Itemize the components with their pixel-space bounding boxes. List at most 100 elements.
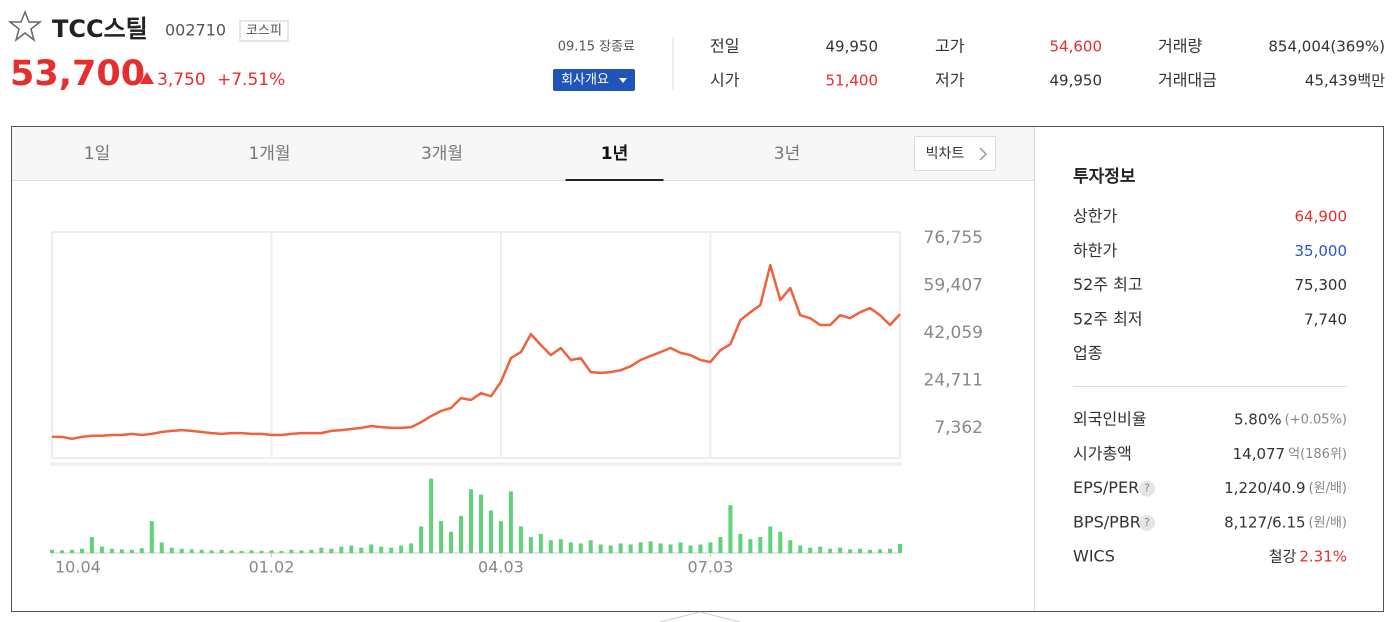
market-badge bbox=[239, 20, 289, 42]
volume-bar bbox=[79, 548, 84, 553]
tab[interactable]: 1년 bbox=[601, 144, 628, 164]
help-icon[interactable] bbox=[1139, 480, 1155, 497]
info-label: 상한가 bbox=[1073, 207, 1117, 226]
volume-bar bbox=[399, 545, 404, 553]
volume-bar bbox=[808, 547, 813, 553]
volume-bar bbox=[209, 550, 214, 553]
quote-value: 49,950 bbox=[1050, 72, 1103, 90]
y-tick-label: 42,059 bbox=[924, 323, 983, 343]
volume-bar bbox=[469, 489, 474, 553]
help-icon[interactable] bbox=[1139, 514, 1155, 531]
volume-bar bbox=[768, 526, 773, 553]
big-chart-label[interactable]: 빅차트 bbox=[926, 146, 965, 162]
price-change-pct: +7.51% bbox=[217, 70, 285, 90]
volume-bar bbox=[578, 543, 583, 553]
volume-bar bbox=[169, 547, 174, 553]
volume-bar bbox=[69, 549, 74, 553]
volume-bar bbox=[369, 544, 374, 553]
volume-bar bbox=[179, 548, 184, 553]
tab[interactable]: 1개월 bbox=[248, 144, 290, 164]
volume-bar bbox=[778, 531, 783, 553]
favorite-star[interactable] bbox=[7, 9, 43, 42]
info-value: 1,220/40.9 bbox=[1224, 479, 1305, 497]
volume-bar bbox=[558, 539, 563, 553]
info-label: 업종 bbox=[1073, 344, 1102, 363]
volume-bar bbox=[449, 531, 454, 553]
plot-frame bbox=[51, 231, 901, 459]
info-note: 억(186위) bbox=[1288, 447, 1347, 462]
volume-bar bbox=[748, 539, 753, 553]
stock-name: TCC스틸 bbox=[52, 15, 148, 43]
volume-bar bbox=[548, 540, 553, 553]
volume-bar bbox=[678, 542, 683, 553]
quote-value: 854,004(369%) bbox=[1268, 38, 1385, 56]
volume-bar bbox=[429, 478, 434, 553]
tabs: 1일 1개월 3개월 1년 3년 bbox=[84, 144, 800, 181]
volume-bar bbox=[249, 550, 254, 553]
current-price: 53,700 bbox=[10, 54, 145, 94]
help-mark: ? bbox=[1144, 482, 1150, 495]
volume-bar bbox=[738, 533, 743, 553]
volume-bar bbox=[848, 549, 853, 553]
volume-bar bbox=[508, 491, 513, 553]
volume-bar bbox=[568, 542, 573, 553]
quote-value: 51,400 bbox=[826, 72, 879, 90]
volume-bar bbox=[648, 541, 653, 553]
info-label: EPS/PER bbox=[1073, 478, 1139, 497]
volume-bar bbox=[189, 549, 194, 553]
info-label: 하한가 bbox=[1073, 241, 1117, 260]
volume-bar bbox=[389, 547, 394, 553]
tab[interactable]: 1일 bbox=[84, 144, 110, 164]
volume-bar bbox=[828, 548, 833, 553]
quote-label: 전일 bbox=[710, 37, 739, 56]
big-chart-button[interactable] bbox=[914, 136, 996, 171]
volume-bar bbox=[528, 537, 533, 553]
help-mark: ? bbox=[1144, 516, 1150, 529]
tab[interactable]: 3개월 bbox=[421, 144, 463, 164]
volume-bar bbox=[818, 546, 823, 553]
info-label: BPS/PBR bbox=[1073, 512, 1141, 531]
volume-bar bbox=[658, 543, 663, 553]
quote-value: 45,439백만 bbox=[1305, 72, 1385, 90]
info-label: 52주 최고 bbox=[1073, 275, 1143, 294]
volume-bar bbox=[618, 543, 623, 553]
volume-bar bbox=[139, 548, 144, 553]
info-value: 75,300 bbox=[1295, 276, 1348, 294]
market-label: 코스피 bbox=[246, 24, 282, 39]
up-arrow bbox=[140, 72, 154, 84]
y-tick-label: 76,755 bbox=[924, 228, 983, 248]
volume-bar bbox=[259, 550, 264, 553]
stock-code: 002710 bbox=[165, 21, 226, 40]
volume-bar bbox=[279, 550, 284, 553]
quote-value: 49,950 bbox=[826, 38, 879, 56]
quote-label: 고가 bbox=[935, 37, 965, 56]
volume-bar bbox=[129, 549, 134, 553]
volume-bar bbox=[858, 548, 863, 553]
info-label: 시가총액 bbox=[1073, 444, 1132, 463]
company-button[interactable] bbox=[553, 69, 635, 91]
quote-label: 저가 bbox=[935, 71, 965, 90]
volume-bar bbox=[758, 537, 763, 553]
y-tick-label: 59,407 bbox=[924, 276, 983, 296]
info-value: 35,000 bbox=[1295, 242, 1348, 260]
volume-bar bbox=[269, 550, 274, 553]
volume-bar bbox=[698, 544, 703, 553]
volume-bar bbox=[798, 545, 803, 553]
info-note: (+0.05%) bbox=[1285, 413, 1347, 428]
x-tick-label: 07.03 bbox=[688, 558, 734, 577]
info-value: 5.80% bbox=[1234, 411, 1282, 429]
info-note: 2.31% bbox=[1299, 548, 1347, 566]
info-title: 투자정보 bbox=[1073, 167, 1136, 187]
volume-bar bbox=[628, 544, 633, 553]
volume-bar bbox=[149, 521, 154, 553]
company-button-label[interactable]: 회사개요 bbox=[561, 73, 609, 88]
expand-tab[interactable] bbox=[659, 611, 741, 622]
volume-bar bbox=[439, 521, 444, 553]
info-value: 철강 bbox=[1269, 548, 1297, 566]
volume-bar bbox=[419, 526, 424, 553]
info-note: (원/배) bbox=[1309, 515, 1347, 530]
tab[interactable]: 3년 bbox=[774, 144, 800, 164]
quote-label: 시가 bbox=[710, 71, 740, 90]
volume-bar bbox=[868, 549, 873, 553]
